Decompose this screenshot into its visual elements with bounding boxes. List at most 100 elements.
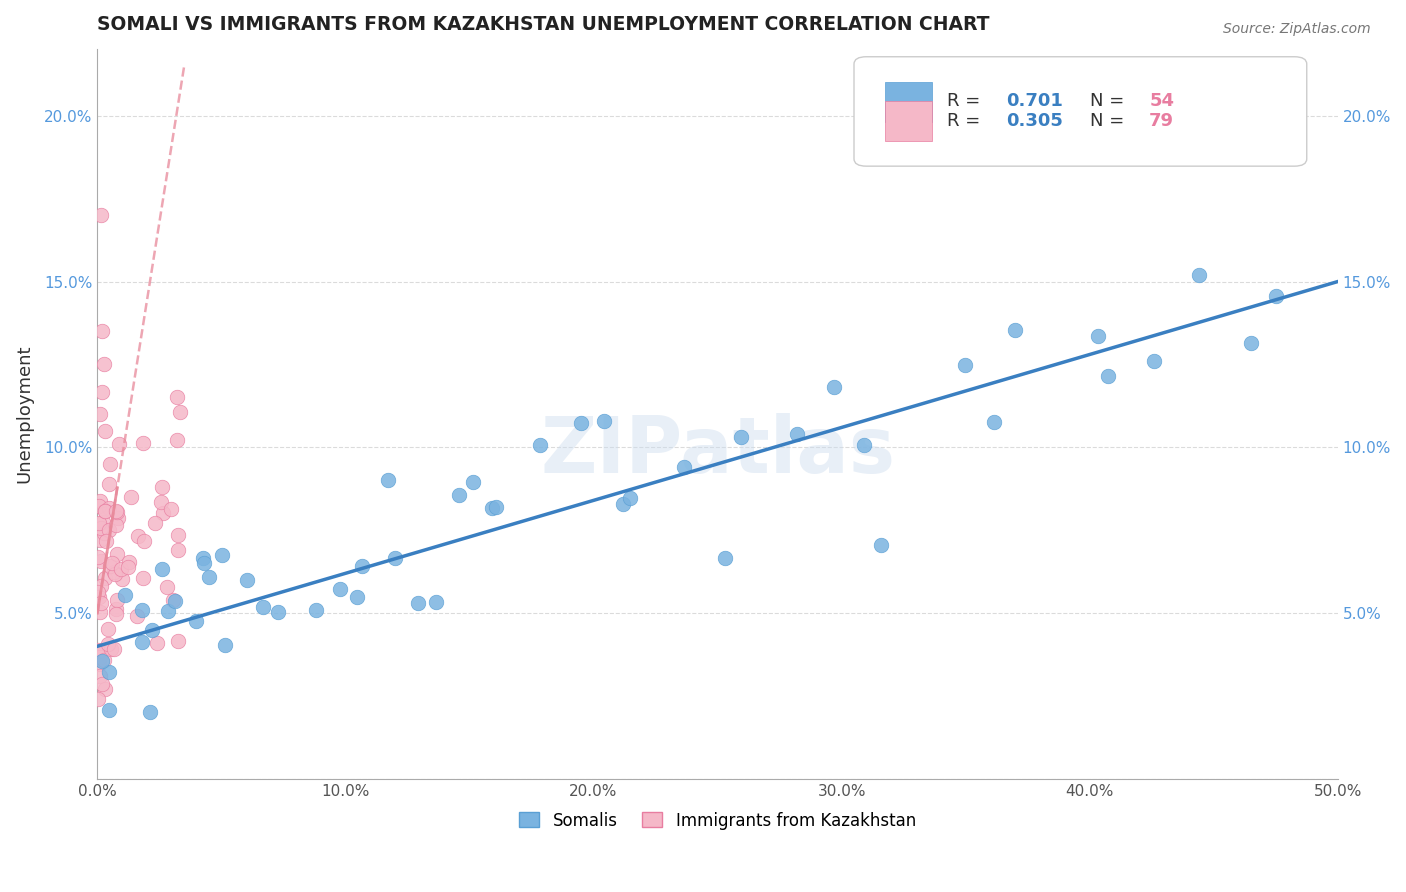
Point — [305, 603, 328, 617]
Point — [89, 669, 111, 683]
Point — [90, 579, 112, 593]
Text: R =: R = — [948, 112, 986, 130]
Point — [87, 585, 110, 599]
Point — [93, 525, 115, 540]
Point — [90, 596, 112, 610]
Text: 54: 54 — [1149, 92, 1174, 110]
Point — [1097, 368, 1119, 383]
Point — [1188, 268, 1211, 282]
Point — [236, 573, 259, 587]
Point — [98, 457, 121, 471]
Point — [98, 558, 121, 573]
Point — [152, 507, 174, 521]
Point — [90, 208, 112, 222]
Point — [89, 499, 111, 513]
Point — [167, 633, 190, 648]
Point — [111, 572, 134, 586]
Point — [713, 551, 735, 566]
Y-axis label: Unemployment: Unemployment — [15, 345, 32, 483]
Point — [91, 324, 114, 338]
FancyBboxPatch shape — [884, 101, 932, 141]
Point — [132, 571, 155, 585]
Text: 79: 79 — [1149, 112, 1174, 130]
Point — [150, 561, 173, 575]
Point — [97, 476, 120, 491]
Point — [592, 414, 614, 428]
Point — [193, 556, 215, 570]
Point — [619, 491, 641, 505]
Point — [90, 654, 112, 668]
Point — [91, 516, 114, 530]
Point — [93, 681, 115, 696]
Point — [118, 555, 141, 569]
Text: SOMALI VS IMMIGRANTS FROM KAZAKHSTAN UNEMPLOYMENT CORRELATION CHART: SOMALI VS IMMIGRANTS FROM KAZAKHSTAN UNE… — [97, 15, 990, 34]
Point — [350, 558, 373, 573]
Point — [156, 580, 179, 594]
Point — [166, 528, 188, 542]
Point — [1143, 354, 1166, 368]
Point — [98, 523, 121, 537]
Point — [110, 562, 132, 576]
Point — [105, 505, 128, 519]
Point — [90, 554, 112, 568]
Point — [86, 549, 108, 564]
Point — [166, 542, 188, 557]
Point — [329, 582, 352, 596]
Point — [139, 705, 162, 719]
Point — [141, 623, 163, 637]
Point — [93, 571, 115, 585]
Point — [197, 570, 219, 584]
Point — [127, 529, 149, 543]
Point — [184, 614, 207, 628]
FancyBboxPatch shape — [853, 57, 1306, 166]
Point — [108, 437, 131, 451]
Point — [1178, 125, 1201, 139]
Point — [481, 501, 503, 516]
FancyBboxPatch shape — [884, 82, 932, 122]
Point — [94, 503, 117, 517]
Point — [145, 635, 167, 649]
Point — [150, 480, 173, 494]
Point — [104, 607, 127, 622]
Point — [211, 548, 233, 562]
Point — [100, 556, 122, 570]
Point — [131, 603, 153, 617]
Point — [89, 590, 111, 604]
Point — [90, 385, 112, 400]
Point — [150, 495, 173, 509]
Point — [612, 497, 634, 511]
Point — [107, 510, 129, 524]
Point — [569, 416, 592, 430]
Point — [105, 547, 128, 561]
Point — [1004, 323, 1026, 337]
Legend: Somalis, Immigrants from Kazakhstan: Somalis, Immigrants from Kazakhstan — [512, 805, 922, 836]
Text: R =: R = — [948, 92, 986, 110]
Point — [94, 424, 117, 438]
Point — [90, 521, 112, 535]
Point — [132, 435, 155, 450]
Point — [786, 427, 808, 442]
Point — [157, 604, 180, 618]
Point — [461, 475, 484, 489]
Point — [165, 594, 187, 608]
Point — [132, 534, 155, 549]
Point — [93, 652, 115, 666]
Point — [117, 559, 139, 574]
Point — [131, 635, 153, 649]
Point — [1265, 289, 1288, 303]
Point — [673, 459, 696, 474]
Point — [89, 494, 111, 508]
Point — [1240, 336, 1263, 351]
Point — [1087, 329, 1109, 343]
Point — [87, 657, 110, 672]
Point — [97, 665, 120, 679]
Point — [103, 642, 125, 657]
Point — [485, 500, 508, 514]
Point — [105, 602, 128, 616]
Point — [87, 691, 110, 706]
Point — [97, 637, 120, 651]
Point — [267, 605, 290, 619]
Point — [107, 593, 129, 607]
Point — [89, 605, 111, 619]
Text: 0.701: 0.701 — [1007, 92, 1063, 110]
